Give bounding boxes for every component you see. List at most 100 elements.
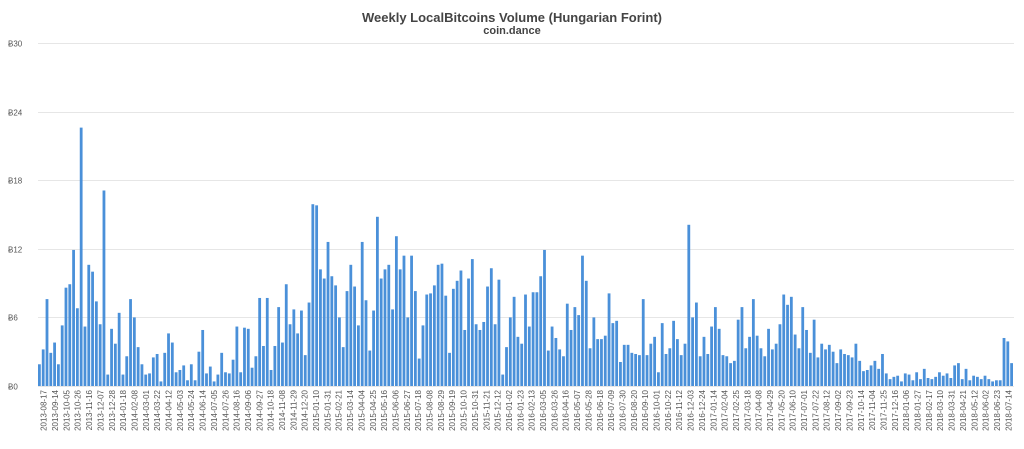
bar[interactable]: [968, 380, 972, 386]
bar[interactable]: [653, 336, 657, 386]
bar[interactable]: [797, 348, 801, 386]
bar[interactable]: [926, 378, 930, 386]
bar[interactable]: [501, 374, 505, 386]
bar[interactable]: [41, 349, 45, 386]
bar[interactable]: [664, 353, 668, 386]
bar[interactable]: [873, 360, 877, 386]
bar[interactable]: [744, 348, 748, 386]
bar[interactable]: [558, 349, 562, 386]
bar[interactable]: [846, 355, 850, 386]
bar[interactable]: [75, 308, 79, 386]
bar[interactable]: [246, 328, 250, 386]
bar[interactable]: [976, 376, 979, 386]
bar[interactable]: [554, 337, 558, 386]
bar[interactable]: [995, 380, 998, 386]
bar[interactable]: [736, 319, 740, 386]
bar[interactable]: [953, 365, 957, 386]
bar[interactable]: [698, 356, 702, 386]
bar[interactable]: [957, 363, 960, 386]
bar[interactable]: [941, 375, 945, 386]
bar[interactable]: [235, 326, 239, 386]
bar[interactable]: [189, 364, 193, 386]
bar[interactable]: [155, 353, 159, 386]
bar[interactable]: [292, 309, 296, 386]
bar[interactable]: [216, 374, 220, 386]
bar[interactable]: [767, 328, 770, 386]
bar[interactable]: [121, 374, 125, 386]
bar[interactable]: [945, 373, 949, 386]
bar[interactable]: [922, 368, 926, 386]
bar[interactable]: [824, 349, 827, 386]
bar[interactable]: [239, 372, 243, 386]
bar[interactable]: [1006, 341, 1010, 386]
bar[interactable]: [622, 344, 626, 386]
bar[interactable]: [182, 365, 186, 386]
bar[interactable]: [375, 216, 379, 386]
bar[interactable]: [113, 343, 117, 386]
bar[interactable]: [619, 361, 622, 386]
bar[interactable]: [444, 295, 448, 386]
bar[interactable]: [786, 304, 789, 386]
bar[interactable]: [770, 349, 774, 386]
bar[interactable]: [364, 300, 368, 386]
bar[interactable]: [307, 302, 311, 386]
bar[interactable]: [220, 352, 224, 386]
bar[interactable]: [789, 296, 793, 386]
bar[interactable]: [649, 343, 653, 386]
bar[interactable]: [516, 336, 520, 386]
bar[interactable]: [136, 347, 140, 386]
bar[interactable]: [626, 344, 630, 386]
bar[interactable]: [91, 271, 94, 386]
bar[interactable]: [319, 269, 322, 386]
bar[interactable]: [53, 342, 56, 386]
bar[interactable]: [584, 280, 588, 386]
bar[interactable]: [600, 339, 603, 386]
bar[interactable]: [808, 352, 812, 386]
bar[interactable]: [311, 204, 315, 386]
bar[interactable]: [197, 351, 201, 386]
bar[interactable]: [45, 299, 49, 386]
bar[interactable]: [455, 280, 459, 386]
bar[interactable]: [125, 356, 129, 386]
bar[interactable]: [869, 365, 873, 386]
bar[interactable]: [440, 263, 444, 386]
bar[interactable]: [915, 372, 919, 386]
bar[interactable]: [546, 350, 550, 386]
bar[interactable]: [759, 348, 763, 386]
bar[interactable]: [208, 366, 212, 386]
bar[interactable]: [713, 307, 717, 386]
bar[interactable]: [463, 329, 467, 386]
bar[interactable]: [72, 249, 75, 386]
bar[interactable]: [474, 324, 478, 386]
bar[interactable]: [497, 279, 501, 386]
bar[interactable]: [300, 310, 303, 386]
bar[interactable]: [277, 307, 281, 386]
bar[interactable]: [368, 350, 372, 386]
bar[interactable]: [611, 323, 615, 386]
bar[interactable]: [1002, 337, 1006, 386]
bar[interactable]: [596, 339, 600, 386]
bar[interactable]: [167, 333, 170, 386]
bar[interactable]: [732, 360, 736, 386]
bar[interactable]: [862, 371, 865, 386]
bar[interactable]: [94, 301, 98, 386]
bar[interactable]: [159, 381, 163, 386]
bar[interactable]: [493, 324, 497, 386]
bar[interactable]: [717, 328, 721, 386]
bar[interactable]: [938, 372, 941, 386]
bar[interactable]: [148, 373, 151, 386]
bar[interactable]: [657, 372, 660, 386]
bar[interactable]: [372, 310, 375, 386]
bar[interactable]: [379, 278, 383, 386]
bar[interactable]: [550, 326, 554, 386]
bar[interactable]: [839, 349, 843, 386]
bar[interactable]: [881, 353, 884, 386]
bar[interactable]: [592, 317, 596, 386]
bar[interactable]: [645, 355, 649, 386]
bar[interactable]: [79, 127, 83, 387]
bar[interactable]: [527, 326, 531, 386]
bar[interactable]: [387, 264, 391, 386]
bar[interactable]: [539, 276, 543, 386]
bar[interactable]: [436, 264, 440, 386]
bar[interactable]: [835, 363, 839, 386]
